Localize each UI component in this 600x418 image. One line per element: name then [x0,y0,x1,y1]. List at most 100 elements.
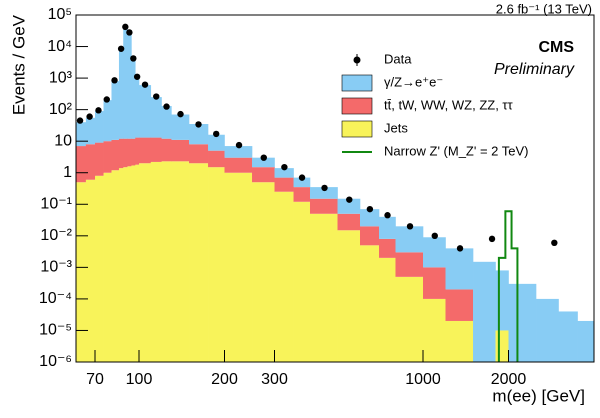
experiment: CMS [538,39,574,56]
data-point [431,232,438,240]
data-point [130,55,137,62]
histogram-bar [274,177,294,192]
histogram-bar [123,138,128,168]
histogram-bar [127,31,132,139]
histogram-bar [139,163,152,362]
histogram-bar [135,137,140,165]
data-point [111,77,118,84]
histogram-bar [135,75,140,138]
y-tick-label: 10 [54,132,72,149]
histogram-bar [76,182,87,362]
histogram-bar [171,139,190,162]
y-tick-label: 10⁻⁶ [39,353,72,370]
data-point [321,184,328,192]
histogram-bar [139,85,152,138]
histogram-bar [85,117,96,145]
data-point [133,73,141,80]
data-point [163,103,170,110]
legend-swatch [341,97,373,115]
chart-title: 2.6 fb⁻¹ (13 TeV) [496,1,592,16]
histogram-bar [379,238,396,258]
histogram-bar [252,157,275,168]
legend-label: Narrow Z' (M_Z' = 2 TeV) [384,143,529,158]
histogram-bar [131,138,136,166]
histogram-bar [423,298,446,362]
x-tick-label: 100 [126,371,153,388]
histogram-bar [495,270,509,331]
data-point [298,174,306,181]
legend-label: γ/Z→e⁺e⁻ [384,74,443,89]
data-point [281,163,288,171]
histogram-bar [111,81,120,140]
data-point [103,96,110,103]
legend: Data γ/Z→e⁺e⁻ tt̄, tW, WW, WZ, ZZ, ττ Jets N… [341,51,529,158]
histogram-bar [150,137,162,162]
data-point [117,45,125,52]
histogram-bar [252,182,275,362]
histogram-bar [85,144,96,180]
histogram-bar [103,100,112,142]
histogram-bar [423,237,446,268]
data-point [406,223,414,230]
histogram-bar [95,142,104,176]
y-tick-label: 10⁵ [48,6,72,23]
histogram-bar [309,198,338,214]
histogram-bar [293,201,311,362]
y-tick-label: 10³ [49,69,73,86]
histogram-bar [161,106,172,139]
data-point [122,23,129,31]
histogram-bar [123,167,128,362]
histogram-bar [395,226,424,253]
histogram-bar [131,59,136,139]
histogram-bar [118,168,124,362]
histogram-bar [337,230,361,362]
histogram-bar [274,168,294,178]
x-tick-label: 300 [261,371,288,388]
data-point [346,196,353,203]
histogram-bar [150,161,162,362]
y-tick-label: 1 [63,164,72,181]
histogram-bar [171,161,190,362]
histogram-bar [395,276,424,362]
data-point [126,29,133,36]
histogram-bar [161,161,172,362]
data-point [235,141,243,149]
histogram-bar [85,179,96,362]
data-point [86,113,93,120]
histogram-bar [224,146,253,158]
histogram-bar [360,226,380,246]
histogram-bar [360,209,380,227]
legend-label: Jets [384,120,408,135]
y-tick-label: 10⁻¹ [40,195,72,212]
histogram-bar [103,141,112,173]
data-point [213,130,220,138]
y-tick-label: 10⁻⁵ [39,322,72,339]
histogram-bar [309,213,338,362]
histogram-bar [189,144,209,164]
histogram-bar [95,175,104,362]
histogram-bar [577,320,595,362]
histogram-bar [76,122,87,147]
x-tick-label: 2000 [491,371,527,388]
histogram-bar [139,137,152,164]
histogram-bar [508,283,537,362]
x-tick-label: 70 [86,371,104,388]
legend-marker [353,56,361,64]
histogram-bar [131,165,136,362]
data-point [76,117,84,124]
histogram-bar [208,150,225,168]
histogram-bar [111,139,120,171]
x-tick-label: 1000 [405,371,441,388]
histogram-bar [118,49,124,139]
x-axis-label: m(ee) [GeV] [492,386,585,405]
histogram-bar [395,252,424,277]
legend-label: Data [384,51,412,66]
plot-frame [75,14,595,363]
y-tick-label: 10⁴ [47,38,72,55]
y-tick-label: 10⁻² [40,227,72,244]
histogram-bar [309,187,338,199]
histogram-bar [536,298,559,362]
histogram-bar [423,267,446,299]
histogram-bar [293,177,311,188]
legend-swatch [341,74,373,92]
